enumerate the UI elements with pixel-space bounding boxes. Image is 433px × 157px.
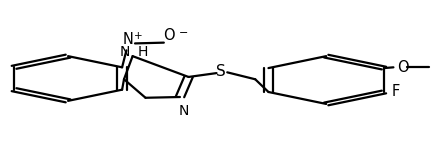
Text: N: N bbox=[120, 45, 130, 59]
Text: S: S bbox=[216, 64, 226, 79]
Text: N: N bbox=[179, 104, 189, 118]
Text: F: F bbox=[392, 84, 400, 100]
Text: O: O bbox=[164, 28, 175, 43]
Text: N: N bbox=[123, 32, 134, 47]
Text: +: + bbox=[134, 31, 142, 41]
Text: O: O bbox=[397, 60, 408, 75]
Text: H: H bbox=[138, 45, 148, 59]
Text: −: − bbox=[178, 28, 188, 38]
